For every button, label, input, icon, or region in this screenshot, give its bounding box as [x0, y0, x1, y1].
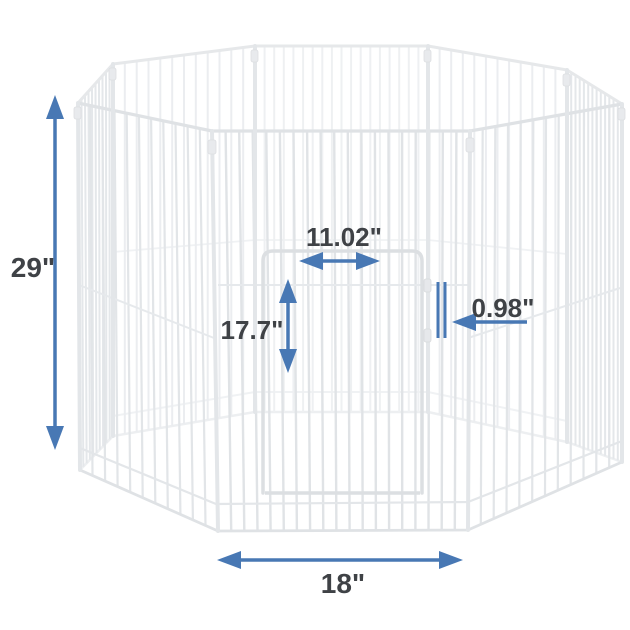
exercise-pen-illustration [73, 44, 626, 533]
wire [162, 120, 169, 509]
arrow-down-icon [279, 349, 297, 373]
clip-icon [207, 139, 217, 155]
wire [373, 130, 378, 531]
wire [543, 116, 548, 497]
post-left [76, 101, 82, 472]
dimension-panel-width: 18" [217, 551, 463, 599]
wire [87, 91, 91, 460]
post-front-left [210, 129, 220, 533]
dimension-pen-height: 29" [11, 95, 64, 450]
wire [174, 123, 182, 515]
wire [319, 130, 325, 531]
rear-bottom-rail [112, 391, 568, 422]
wire [479, 127, 484, 525]
dimension-wire-gap: 0.98" [436, 282, 535, 338]
clip-icon [465, 137, 475, 153]
door-frame [261, 249, 424, 495]
clip-icon [423, 49, 432, 63]
wire [360, 130, 364, 531]
door-latch-icon [423, 328, 432, 343]
corner-posts [76, 44, 624, 533]
front-bottom-rail [78, 439, 624, 506]
wire-gap-label: 0.98" [472, 293, 535, 323]
panel-width-label: 18" [321, 568, 365, 599]
arrow-up-icon [279, 279, 297, 303]
post-front-right [466, 129, 472, 532]
clip-icon [562, 73, 571, 87]
wire [453, 130, 458, 531]
front-bottom-rim [78, 460, 624, 533]
dimension-door-width: 11.02" [299, 222, 382, 270]
arrow-left-icon [299, 252, 323, 270]
wire [292, 130, 299, 531]
arrow-right-icon [439, 551, 463, 569]
wire [80, 99, 85, 467]
arrow-left-icon [452, 313, 476, 331]
wire [125, 113, 132, 493]
wire [84, 95, 88, 464]
front-left-mid-rail [78, 284, 215, 339]
dimension-door-height: 17.7" [221, 279, 297, 373]
panel-connector-clips [73, 49, 626, 155]
top-rim-front [76, 101, 624, 133]
wire [505, 123, 510, 514]
wire [569, 112, 573, 485]
arrow-down-icon [46, 426, 64, 450]
clip-icon [250, 49, 259, 63]
wire [556, 114, 560, 491]
front-right-mid-rail [467, 287, 621, 339]
wire [346, 130, 351, 531]
wire [518, 121, 522, 508]
wire [333, 130, 338, 531]
wire [198, 128, 207, 526]
clip-icon [108, 67, 117, 81]
wire [238, 130, 246, 531]
arrow-up-icon [46, 95, 64, 119]
pen-height-label: 29" [11, 252, 55, 283]
wire [387, 130, 391, 531]
wire [150, 118, 157, 504]
door-latch-icon [423, 278, 432, 293]
top-rim-rear [76, 44, 624, 106]
pen-wire-mesh [80, 46, 619, 531]
wire [265, 130, 272, 531]
arrow-left-icon [217, 551, 241, 569]
door-height-label: 17.7" [221, 315, 284, 345]
wire [98, 79, 101, 450]
pen-door [261, 249, 432, 495]
wire [278, 130, 285, 531]
clip-icon [617, 107, 626, 121]
door-width-label: 11.02" [306, 222, 382, 252]
wire [531, 119, 535, 502]
wire [582, 110, 586, 480]
wire [186, 125, 194, 520]
arrow-right-icon [356, 252, 380, 270]
wire [137, 115, 144, 498]
wire [224, 130, 233, 531]
wire [305, 130, 312, 531]
clip-icon [73, 106, 82, 120]
wire [94, 83, 98, 454]
wire [440, 130, 444, 531]
